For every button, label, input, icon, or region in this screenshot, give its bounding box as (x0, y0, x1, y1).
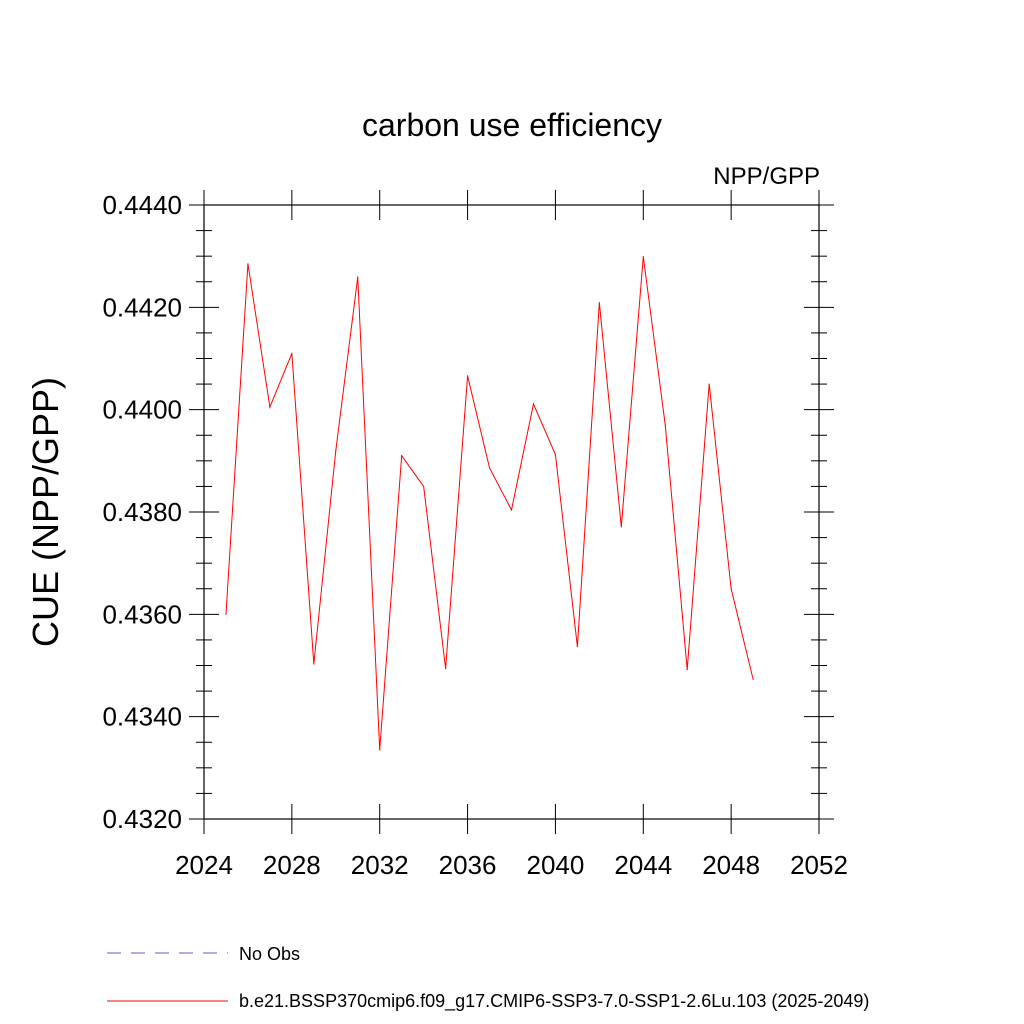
data-point (269, 406, 271, 408)
data-point (752, 678, 754, 680)
x-tick-label: 2052 (790, 850, 848, 880)
legend-label-no-obs: No Obs (239, 944, 300, 964)
y-tick-labels: 0.4320 0.4340 0.4360 0.4380 0.4400 0.4420 0.44… (102, 190, 182, 834)
x-tick-label: 2036 (439, 850, 497, 880)
data-point (708, 383, 710, 385)
y-tick-label: 0.4420 (102, 292, 182, 322)
data-point (445, 667, 447, 670)
data-point (225, 613, 227, 615)
x-tick-label: 2024 (175, 850, 233, 880)
data-point (247, 263, 249, 265)
x-tick-label: 2032 (351, 850, 409, 880)
data-point (466, 375, 469, 377)
data-point (664, 424, 666, 426)
x-tick-label: 2044 (614, 850, 672, 880)
data-point (357, 276, 359, 278)
y-tick-label: 0.4380 (102, 497, 182, 527)
x-tick-label: 2028 (263, 850, 321, 880)
data-point (423, 485, 425, 488)
data-point (401, 455, 403, 457)
y-tick-label: 0.4440 (102, 190, 182, 220)
data-point (554, 454, 557, 456)
data-point (291, 352, 293, 354)
y-tick-label: 0.4360 (102, 599, 182, 629)
data-point (335, 450, 337, 452)
axis-ticks (189, 190, 834, 834)
data-point (379, 749, 381, 751)
data-point (313, 663, 315, 665)
data-point (488, 467, 491, 469)
legend-label-model: b.e21.BSSP370cmip6.f09_g17.CMIP6-SSP3-7.… (239, 991, 869, 1012)
plot-frame (203, 204, 820, 820)
data-point (576, 645, 578, 648)
x-tick-label: 2040 (527, 850, 585, 880)
series-line (225, 256, 754, 750)
data-point (686, 668, 688, 671)
chart-title: carbon use efficiency (362, 107, 662, 143)
y-tick-label: 0.4400 (102, 395, 182, 425)
x-tick-label: 2048 (702, 850, 760, 880)
data-point (642, 256, 644, 258)
y-tick-label: 0.4320 (102, 804, 182, 834)
chart-subtitle: NPP/GPP (713, 163, 820, 190)
data-point (620, 526, 622, 528)
y-axis-label: CUE (NPP/GPP) (25, 377, 66, 647)
x-tick-labels: 2024 2028 2032 2036 2040 2044 2048 2052 (175, 850, 848, 880)
data-point (532, 403, 535, 405)
data-point (730, 588, 732, 590)
y-tick-label: 0.4340 (102, 702, 182, 732)
series-layer (225, 256, 754, 751)
data-point (510, 509, 513, 511)
data-point (598, 302, 600, 304)
